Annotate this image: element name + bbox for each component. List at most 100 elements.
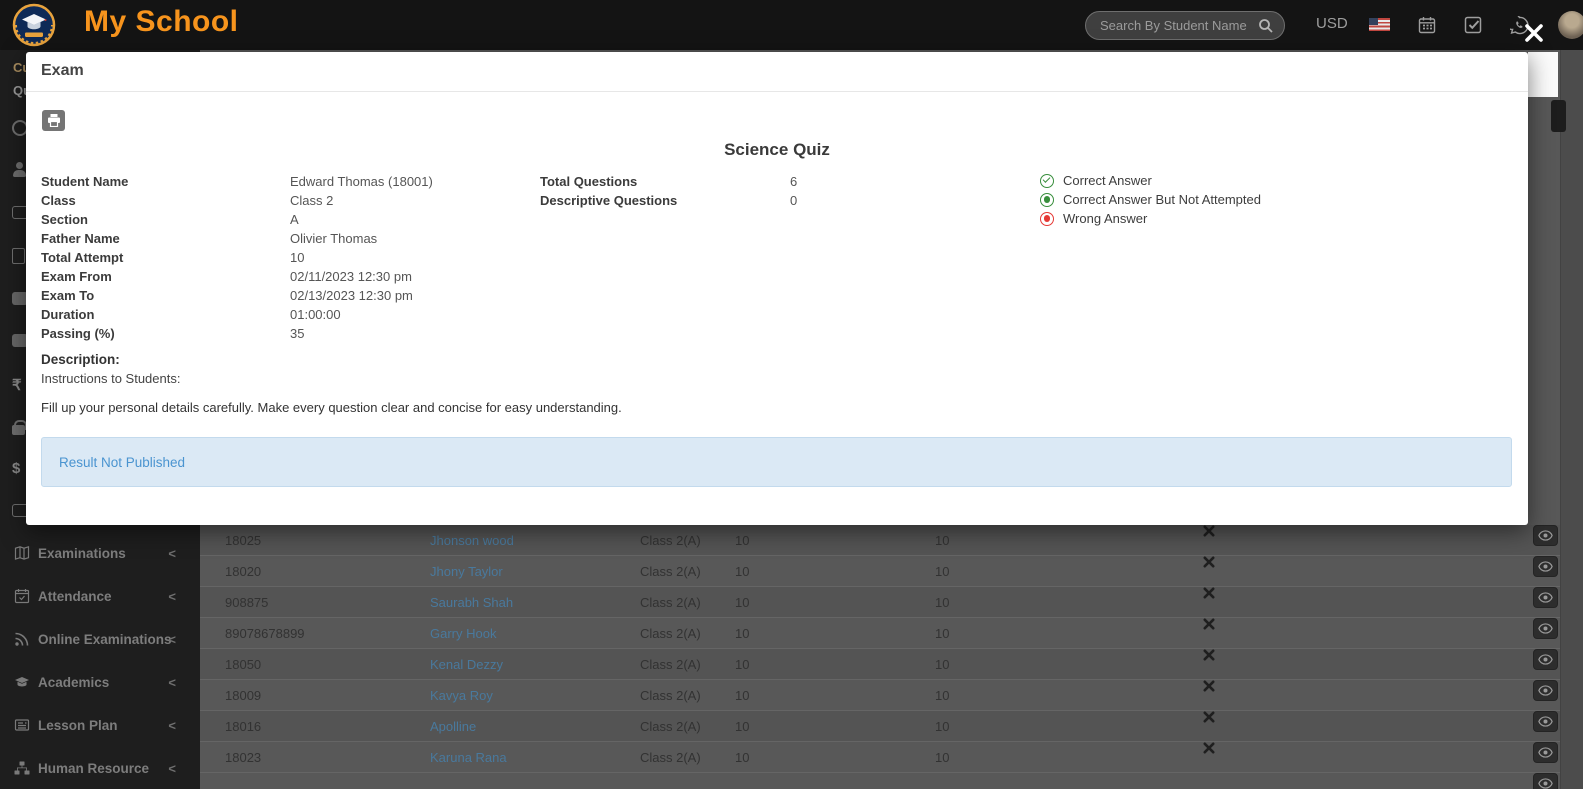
result-not-declared-icon bbox=[1203, 556, 1215, 568]
eye-icon bbox=[1538, 747, 1553, 758]
user-icon[interactable] bbox=[12, 162, 29, 178]
result-not-declared-icon bbox=[1203, 587, 1215, 599]
answer-legend: Correct Answer Correct Answer But Not At… bbox=[1040, 171, 1261, 228]
description-label: Description: bbox=[41, 352, 120, 367]
view-result-button[interactable] bbox=[1533, 742, 1558, 763]
detail-value: A bbox=[290, 212, 299, 227]
stat-row: Total Questions 6 bbox=[540, 172, 870, 191]
school-logo[interactable] bbox=[12, 3, 56, 47]
result-alert-text: Result Not Published bbox=[59, 455, 186, 470]
class-section: Class 2(A) bbox=[640, 626, 701, 641]
view-result-button[interactable] bbox=[1533, 556, 1558, 577]
view-result-button[interactable] bbox=[1533, 587, 1558, 608]
detail-row: Duration 01:00:00 bbox=[41, 305, 521, 324]
whatsapp-icon[interactable] bbox=[1510, 16, 1529, 35]
total-questions-cell: 10 bbox=[935, 595, 950, 610]
language-flag-icon[interactable] bbox=[1369, 18, 1390, 31]
legend-icon bbox=[1040, 211, 1054, 226]
table-row-partial bbox=[200, 773, 1560, 789]
student-name-link[interactable]: Apolline bbox=[430, 719, 477, 734]
message-icon[interactable] bbox=[12, 292, 29, 308]
search-input[interactable] bbox=[1100, 18, 1258, 33]
detail-row: Total Attempt 10 bbox=[41, 248, 521, 267]
sidebar-item-online-examinations[interactable]: Online Examinations < bbox=[0, 618, 200, 661]
chevron-left-icon: < bbox=[168, 718, 176, 733]
right-scroll-strip[interactable] bbox=[1560, 50, 1583, 789]
user-avatar[interactable] bbox=[1558, 11, 1583, 39]
view-result-button[interactable] bbox=[1533, 525, 1558, 546]
detail-row: Section A bbox=[41, 210, 521, 229]
student-name-link[interactable]: Kavya Roy bbox=[430, 688, 493, 703]
admission-no: 18016 bbox=[225, 719, 262, 734]
tasks-icon[interactable] bbox=[1464, 16, 1482, 34]
sidebar-item-attendance[interactable]: Attendance < bbox=[0, 575, 200, 618]
file-icon[interactable] bbox=[12, 248, 29, 264]
detail-value: Class 2 bbox=[290, 193, 334, 208]
class-section: Class 2(A) bbox=[640, 533, 701, 548]
chevron-left-icon: < bbox=[168, 589, 176, 604]
underlying-add-button-peek[interactable] bbox=[1551, 100, 1566, 132]
calendar-icon[interactable] bbox=[1418, 16, 1436, 34]
stat-value: 6 bbox=[790, 174, 798, 189]
calendar-check-icon bbox=[14, 588, 30, 604]
legend-row: Correct Answer But Not Attempted bbox=[1040, 190, 1261, 209]
detail-label: Section bbox=[41, 212, 88, 227]
search-icon[interactable] bbox=[1258, 18, 1274, 34]
chevron-left-icon: < bbox=[168, 675, 176, 690]
attempted-questions: 10 bbox=[735, 533, 750, 548]
detail-label: Total Attempt bbox=[41, 250, 124, 265]
student-name-link[interactable]: Jhony Taylor bbox=[430, 564, 503, 579]
result-not-declared-icon bbox=[1203, 742, 1215, 754]
sidebar-item-examinations[interactable]: Examinations < bbox=[0, 532, 200, 575]
result-not-declared-icon bbox=[1203, 680, 1215, 692]
eye-icon bbox=[1538, 716, 1553, 727]
attempted-questions: 10 bbox=[735, 564, 750, 579]
eye-icon bbox=[1538, 561, 1553, 572]
view-result-button[interactable] bbox=[1533, 680, 1558, 701]
exam-modal: Exam Science Quiz Student Name Edward Th… bbox=[26, 52, 1528, 525]
student-search[interactable] bbox=[1085, 11, 1285, 40]
admission-no: 18020 bbox=[225, 564, 262, 579]
finance-icon[interactable]: ₹ bbox=[12, 377, 22, 394]
class-section: Class 2(A) bbox=[640, 688, 701, 703]
detail-label: Father Name bbox=[41, 231, 120, 246]
eye-icon bbox=[1538, 685, 1553, 696]
class-section: Class 2(A) bbox=[640, 657, 701, 672]
message-icon[interactable] bbox=[12, 334, 29, 350]
detail-value: 01:00:00 bbox=[290, 307, 341, 322]
view-result-button[interactable] bbox=[1533, 711, 1558, 732]
result-not-declared-icon bbox=[1203, 618, 1215, 630]
class-section: Class 2(A) bbox=[640, 564, 701, 579]
student-details: Student Name Edward Thomas (18001) Class… bbox=[41, 172, 521, 343]
dollar-icon[interactable]: $ bbox=[12, 460, 21, 477]
sidebar-item-academics[interactable]: Academics < bbox=[0, 661, 200, 704]
student-name-link[interactable]: Saurabh Shah bbox=[430, 595, 514, 610]
table-row: 18025 Jhonson wood Class 2(A) 10 10 bbox=[200, 525, 1560, 556]
modal-close-icon[interactable] bbox=[1523, 22, 1545, 44]
student-name-link[interactable]: Karuna Rana bbox=[430, 750, 507, 765]
currency-selector[interactable]: USD bbox=[1316, 15, 1348, 32]
total-questions-cell: 10 bbox=[935, 719, 950, 734]
question-stats: Total Questions 6 Descriptive Questions … bbox=[540, 172, 870, 210]
sitemap-icon bbox=[14, 760, 30, 776]
chevron-left-icon: < bbox=[168, 761, 176, 776]
student-name-link[interactable]: Jhonson wood bbox=[430, 533, 514, 548]
eye-icon bbox=[1538, 623, 1553, 634]
student-name-link[interactable]: Garry Hook bbox=[430, 626, 497, 641]
brand-title[interactable]: My School bbox=[84, 5, 239, 38]
modal-header: Exam bbox=[26, 52, 1528, 92]
admission-no: 18023 bbox=[225, 750, 262, 765]
student-name-link[interactable]: Kenal Dezzy bbox=[430, 657, 503, 672]
attempted-questions: 10 bbox=[735, 750, 750, 765]
detail-row: Student Name Edward Thomas (18001) bbox=[41, 172, 521, 191]
view-result-button[interactable] bbox=[1533, 618, 1558, 639]
sidebar-item-human-resource[interactable]: Human Resource < bbox=[0, 747, 200, 789]
detail-row: Class Class 2 bbox=[41, 191, 521, 210]
detail-row: Passing (%) 35 bbox=[41, 324, 521, 343]
view-result-button[interactable] bbox=[1533, 649, 1558, 670]
view-result-button[interactable] bbox=[1533, 773, 1558, 789]
sidebar-item-lesson-plan[interactable]: Lesson Plan < bbox=[0, 704, 200, 747]
print-button[interactable] bbox=[42, 110, 65, 131]
legend-icon bbox=[1040, 173, 1054, 188]
attempted-questions: 10 bbox=[735, 657, 750, 672]
